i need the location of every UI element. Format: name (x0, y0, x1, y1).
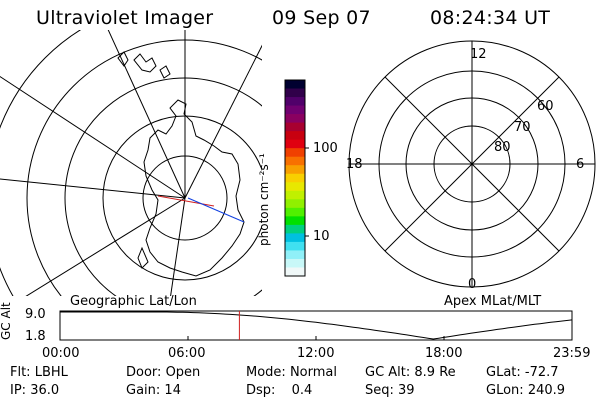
altitude-plot (59, 310, 573, 341)
altitude-ytick-min: 1.8 (25, 329, 46, 344)
colorbar-cell (285, 114, 305, 124)
colorbar-cell (285, 122, 305, 132)
geographic-map-caption: Geographic Lat/Lon (70, 294, 197, 309)
antarctica-coastline (143, 99, 245, 277)
geographic-map (0, 30, 262, 296)
colorbar-cell (285, 207, 305, 217)
mlat-label-80: 80 (494, 140, 511, 155)
colorbar-cell (285, 182, 305, 192)
apex-map (348, 40, 596, 288)
colorbar-cell (285, 267, 305, 277)
mlat-label-60: 60 (537, 99, 554, 114)
mlt-label-0: 0 (468, 277, 477, 292)
colorbar-cell (285, 190, 305, 200)
altitude-xtick-1800: 18:00 (425, 346, 463, 361)
colorbar-cell (285, 241, 305, 251)
status-seq: Seq: 39 (365, 383, 415, 398)
mlat-label-70: 70 (514, 120, 531, 135)
colorbar (285, 80, 305, 277)
mlt-label-12: 12 (470, 47, 487, 62)
colorbar-cell (285, 199, 305, 209)
altitude-xtick-0600: 06:00 (168, 346, 206, 361)
mlt-label-6: 6 (576, 157, 585, 172)
colorbar-cell (285, 105, 305, 115)
status-dsp: Dsp: 0.4 (246, 383, 313, 398)
status-glon: GLon: 240.9 (486, 383, 566, 398)
colorbar-cell (285, 131, 305, 141)
altitude-ylabel: GC Alt (0, 302, 13, 340)
colorbar-tick-10: 10 (313, 229, 330, 244)
status-ip: IP: 36.0 (10, 383, 60, 398)
mlt-label-18: 18 (346, 157, 363, 172)
altitude-xtick-2359: 23:59 (553, 346, 591, 361)
apex-map-caption: Apex MLat/MLT (444, 294, 542, 309)
colorbar-cell (285, 88, 305, 98)
colorbar-cell (285, 165, 305, 175)
colorbar-cell (285, 80, 305, 90)
altitude-curve (60, 311, 573, 340)
status-door: Door: Open (126, 365, 201, 380)
colorbar-cell (285, 216, 305, 226)
colorbar-cell (285, 148, 305, 158)
altitude-ytick-max: 9.0 (25, 307, 46, 322)
time-label: 08:24:34 UT (430, 7, 551, 29)
colorbar-cell (285, 233, 305, 243)
colorbar-cell (285, 97, 305, 107)
altitude-xtick-0000: 00:00 (42, 346, 80, 361)
status-gain: Gain: 14 (126, 383, 181, 398)
altitude-xtick-1200: 12:00 (297, 346, 335, 361)
status-flt: Flt: LBHL (10, 365, 68, 380)
colorbar-unit-label: photon cm⁻²s⁻¹ (257, 153, 271, 246)
date-label: 09 Sep 07 (272, 7, 371, 29)
colorbar-cell (285, 224, 305, 234)
colorbar-cell (285, 258, 305, 268)
colorbar-cell (285, 156, 305, 166)
status-gc-alt: GC Alt: 8.9 Re (365, 365, 456, 380)
instrument-title: Ultraviolet Imager (36, 7, 214, 29)
colorbar-cell (285, 139, 305, 149)
status-glat: GLat: -72.7 (486, 365, 559, 380)
colorbar-cell (285, 173, 305, 183)
colorbar-tick-100: 100 (313, 141, 338, 156)
status-mode: Mode: Normal (246, 365, 337, 380)
colorbar-cell (285, 250, 305, 260)
